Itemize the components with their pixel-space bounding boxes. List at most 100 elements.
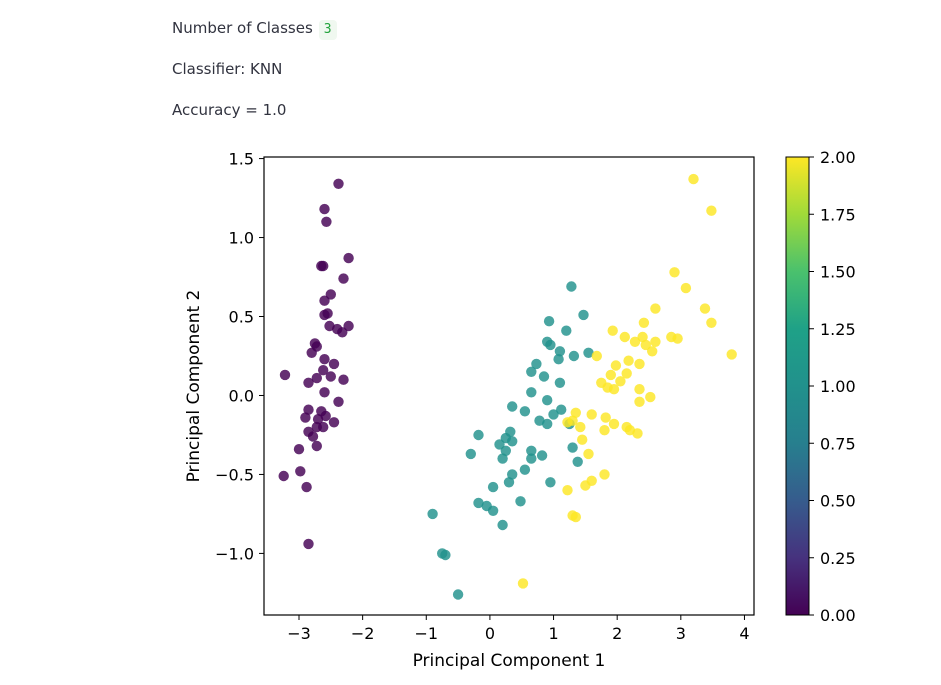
data-point-class-2 (672, 333, 683, 344)
data-point-class-0 (278, 470, 289, 482)
data-point-class-0 (301, 481, 312, 493)
data-point-class-1 (473, 497, 484, 509)
y-tick-label: −0.5 (215, 465, 254, 484)
colorbar-tick-label: 1.50 (820, 263, 856, 282)
data-point-class-0 (318, 260, 329, 272)
data-point-class-1 (568, 350, 580, 362)
data-point-class-2 (623, 355, 634, 366)
data-point-class-0 (338, 273, 349, 284)
data-point-class-0 (279, 369, 291, 381)
number-of-classes-value: 3 (318, 20, 337, 40)
data-point-class-1 (503, 477, 515, 488)
data-point-class-0 (325, 371, 336, 382)
colorbar-tick-label: 1.00 (820, 377, 856, 396)
data-point-class-0 (303, 404, 314, 415)
data-point-class-0 (321, 216, 332, 227)
data-point-class-1 (561, 325, 572, 336)
y-tick-label: 1.5 (229, 150, 254, 169)
colorbar-gradient (785, 156, 810, 616)
data-point-class-1 (473, 429, 484, 441)
data-point-class-1 (519, 464, 531, 475)
data-point-class-1 (497, 453, 508, 464)
colorbar-tick-label: 0.25 (820, 549, 856, 568)
data-point-class-0 (328, 358, 340, 370)
data-point-class-2 (621, 368, 632, 379)
x-tick-label: −3 (287, 624, 311, 643)
data-point-class-0 (328, 417, 340, 428)
data-point-class-1 (519, 406, 531, 417)
data-point-class-1 (507, 401, 518, 412)
y-tick-label: 0.0 (229, 386, 254, 405)
y-tick-label: 1.0 (229, 229, 254, 248)
data-point-class-2 (570, 511, 581, 523)
data-point-class-2 (610, 360, 622, 371)
colorbar-tick-label: 0.75 (820, 434, 856, 453)
data-point-class-0 (318, 365, 329, 376)
data-point-class-1 (548, 409, 559, 420)
y-tick-label: −1.0 (215, 544, 254, 563)
data-point-class-2 (577, 434, 588, 445)
data-point-class-2 (599, 469, 610, 480)
data-point-class-0 (307, 431, 319, 442)
data-point-class-1 (542, 395, 553, 406)
data-point-class-2 (562, 417, 573, 428)
accuracy-text: Accuracy = 1.0 (172, 101, 287, 119)
data-point-class-1 (572, 456, 583, 467)
data-point-class-0 (319, 387, 330, 398)
data-point-class-1 (440, 549, 451, 561)
data-point-class-1 (545, 339, 556, 351)
data-point-class-2 (650, 336, 661, 347)
data-point-class-0 (319, 309, 330, 321)
data-point-class-2 (634, 384, 645, 395)
data-point-class-1 (554, 377, 566, 388)
data-points (278, 173, 737, 600)
x-tick-label: 3 (676, 624, 686, 643)
x-tick-label: −2 (351, 624, 375, 643)
data-point-class-2 (629, 336, 641, 347)
colorbar-tick-label: 2.00 (820, 148, 856, 167)
data-point-class-1 (543, 316, 555, 327)
data-point-class-2 (517, 578, 529, 589)
data-point-class-2 (615, 376, 626, 387)
x-tick-label: 2 (612, 624, 622, 643)
colorbar-tick-label: 1.75 (820, 205, 856, 224)
data-point-class-0 (295, 466, 306, 477)
data-point-class-0 (319, 203, 330, 215)
data-point-class-2 (583, 448, 594, 460)
data-point-class-1 (465, 448, 476, 460)
number-of-classes-label: Number of Classes (172, 19, 313, 37)
data-point-class-0 (300, 412, 311, 423)
x-tick-label: 1 (548, 624, 558, 643)
data-point-class-1 (515, 496, 526, 507)
data-point-class-1 (554, 346, 566, 357)
data-point-class-2 (608, 384, 620, 395)
data-point-class-2 (706, 317, 717, 328)
data-point-class-0 (318, 421, 329, 433)
data-point-class-1 (507, 436, 518, 447)
data-point-class-1 (536, 450, 548, 461)
data-point-class-0 (311, 440, 322, 452)
data-point-class-1 (526, 387, 537, 398)
data-point-class-2 (605, 369, 616, 381)
data-point-class-0 (303, 377, 314, 388)
y-axis-label: Principal Component 2 (184, 290, 204, 483)
data-point-class-2 (586, 409, 597, 420)
colorbar-tick-label: 1.25 (820, 320, 856, 339)
colorbar-tick-label: 0.00 (820, 606, 856, 625)
x-tick-label: −1 (414, 624, 438, 643)
data-point-class-2 (619, 331, 630, 343)
data-point-class-1 (578, 309, 589, 321)
data-point-class-2 (645, 391, 656, 403)
data-point-class-2 (599, 425, 610, 436)
data-point-class-2 (570, 407, 581, 418)
data-point-class-1 (566, 281, 577, 292)
data-point-class-0 (325, 289, 336, 300)
data-point-class-1 (452, 589, 464, 600)
colorbar: 2.00 1.75 1.50 1.25 1.00 0.75 0.50 0.25 0.00 (785, 148, 856, 625)
data-point-class-1 (542, 418, 553, 430)
data-point-class-1 (526, 445, 537, 456)
data-point-class-2 (632, 428, 643, 439)
data-point-class-1 (526, 366, 537, 377)
y-axis: 1.5 1.0 0.5 0.0 −0.5 −1.0 (215, 150, 264, 563)
